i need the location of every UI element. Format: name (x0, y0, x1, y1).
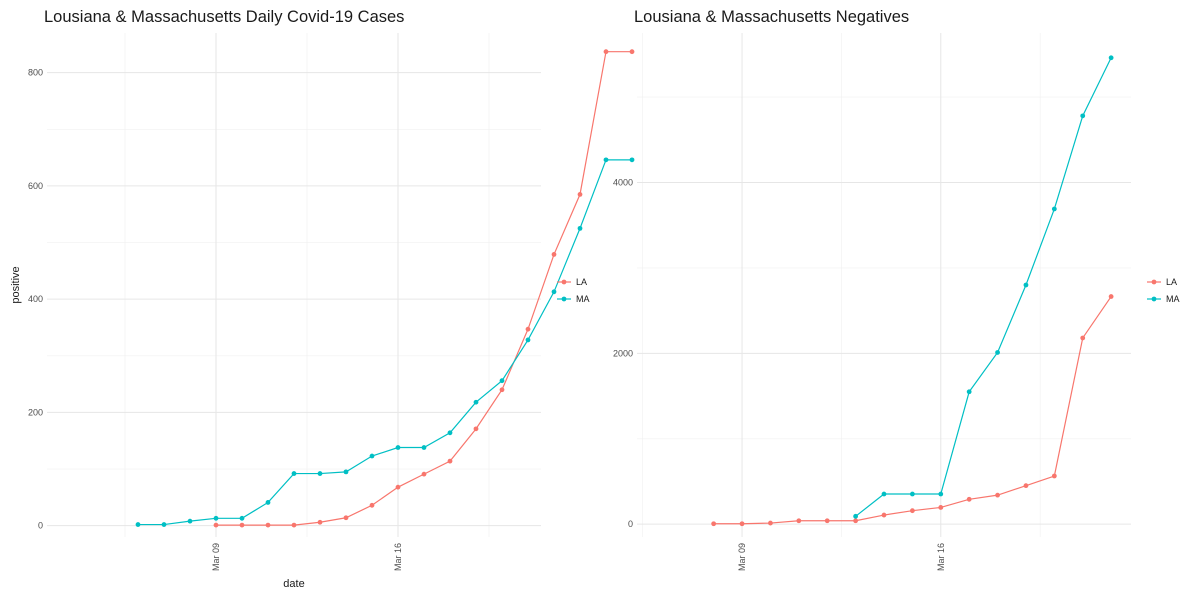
negatives-chart-plot: Mar 09 Mar 16 0 2000 4000 LA MA (613, 33, 1180, 571)
y-tick-label: 200 (28, 407, 43, 417)
data-point-la (739, 521, 745, 527)
data-point-la (1023, 483, 1029, 489)
data-point-la (796, 518, 802, 524)
data-point-la (551, 252, 557, 257)
data-point-la (447, 458, 453, 464)
data-point-la (881, 512, 887, 518)
data-point-la (525, 326, 531, 332)
data-point-ma (265, 500, 271, 505)
data-point-la (577, 191, 583, 197)
x-tick-label: Mar 16 (936, 543, 946, 571)
data-point-ma (1051, 206, 1057, 212)
data-point-ma (629, 157, 635, 163)
data-point-la (768, 520, 773, 526)
data-point-ma (603, 157, 609, 163)
data-point-la (1108, 294, 1114, 299)
data-point-la (1080, 335, 1086, 341)
x-tick-label: Mar 09 (737, 543, 747, 571)
y-tick-label: 400 (28, 294, 43, 304)
series-line-la (216, 51, 632, 526)
data-point-la (1051, 473, 1057, 479)
y-tick-label: 600 (28, 181, 43, 191)
data-point-la (853, 518, 859, 524)
legend-label-ma: MA (576, 294, 590, 304)
data-point-ma (966, 389, 972, 395)
data-point-la (239, 522, 245, 528)
data-point-la (291, 522, 297, 528)
data-point-la (421, 471, 427, 477)
data-point-ma (161, 522, 167, 527)
legend-key-point-la (561, 279, 567, 285)
data-point-ma (187, 518, 193, 524)
data-point-ma (1108, 55, 1114, 61)
data-point-la (938, 505, 944, 510)
series-line-ma (855, 57, 1112, 517)
data-point-ma (421, 445, 427, 450)
data-point-ma (499, 378, 505, 384)
data-point-la (909, 508, 915, 514)
data-point-ma (395, 445, 401, 450)
data-point-ma (291, 471, 297, 476)
data-point-ma (938, 491, 944, 497)
y-tick-label: 4000 (613, 177, 633, 187)
legend-label-la: LA (1166, 277, 1177, 287)
data-point-la (213, 522, 219, 528)
negatives-chart-title: Lousiana & Massachusetts Negatives (634, 8, 910, 26)
data-point-ma (909, 491, 915, 497)
data-point-ma (239, 515, 245, 521)
y-axis-title: positive (10, 266, 22, 303)
data-point-ma (135, 522, 141, 527)
y-tick-label: 800 (28, 68, 43, 78)
data-point-ma (369, 453, 375, 459)
data-point-ma (473, 399, 479, 405)
data-point-ma (343, 469, 349, 475)
data-point-la (603, 49, 609, 55)
data-point-ma (577, 225, 583, 231)
data-point-la (473, 426, 479, 432)
x-tick-label: Mar 16 (393, 543, 403, 571)
data-point-ma (525, 337, 531, 343)
y-tick-label: 2000 (613, 348, 633, 358)
data-point-ma (853, 513, 859, 519)
data-point-la (824, 518, 830, 524)
data-point-la (711, 521, 717, 527)
data-point-la (395, 484, 401, 490)
x-tick-label: Mar 09 (211, 543, 221, 571)
cases-chart-plot: Mar 09 Mar 16 0 200 400 600 800 date positive LA M… (10, 33, 635, 590)
data-point-la (317, 519, 323, 525)
x-axis-title: date (283, 578, 304, 590)
data-point-ma (447, 430, 453, 436)
series-line-la (713, 296, 1112, 525)
legend-key-point-la (1151, 279, 1157, 285)
data-point-ma (995, 350, 1000, 355)
data-point-ma (317, 471, 323, 476)
data-point-la (499, 387, 505, 393)
data-point-la (369, 502, 375, 508)
data-point-la (629, 49, 635, 55)
data-point-la (343, 515, 349, 521)
data-point-la (966, 496, 972, 502)
data-point-ma (551, 289, 557, 295)
data-point-ma (213, 515, 219, 521)
cases-chart-title: Lousiana & Massachusetts Daily Covid-19 … (44, 8, 405, 26)
y-tick-label: 0 (628, 519, 633, 529)
legend-label-la: LA (576, 277, 587, 287)
data-point-ma (881, 491, 887, 497)
legend-key-point-ma (1151, 296, 1157, 302)
data-point-la (995, 492, 1000, 498)
y-tick-label: 0 (38, 521, 43, 531)
series-line-ma (138, 159, 632, 526)
data-point-ma (1080, 113, 1086, 119)
data-point-la (265, 522, 271, 528)
legend-key-point-ma (561, 296, 567, 302)
negatives-chart: Lousiana & Massachusetts Negatives Mar 0… (600, 0, 1200, 600)
data-point-ma (1023, 282, 1029, 288)
cases-chart: Lousiana & Massachusetts Daily Covid-19 … (10, 8, 635, 590)
legend-label-ma: MA (1166, 294, 1180, 304)
